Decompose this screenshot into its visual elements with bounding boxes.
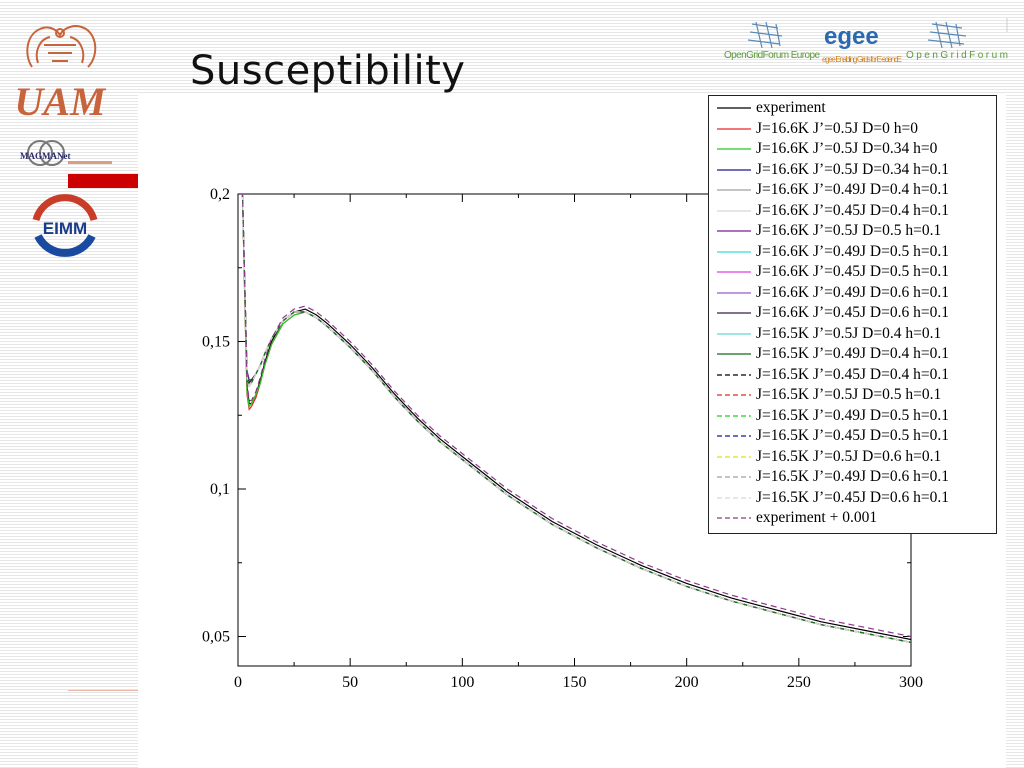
legend-item: J=16.5K J’=0.45J D=0.5 h=0.1 (709, 426, 996, 446)
legend-item: J=16.5K J’=0.5J D=0.4 h=0.1 (709, 324, 996, 344)
legend-swatch (717, 394, 751, 396)
legend-swatch (717, 496, 751, 499)
x-tick-label: 200 (675, 674, 699, 691)
ogf-europe-text: OpenGridForum Europe (724, 50, 820, 61)
legend-item: J=16.5K J’=0.5J D=0.6 h=0.1 (709, 447, 996, 467)
legend-label: J=16.6K J’=0.5J D=0.34 h=0 (756, 140, 938, 157)
legend-swatch (717, 107, 751, 109)
legend-item: J=16.6K J’=0.45J D=0.5 h=0.1 (709, 262, 996, 282)
legend-label: J=16.5K J’=0.5J D=0.4 h=0.1 (756, 324, 942, 342)
legend-label: experiment (756, 99, 826, 116)
ogf-text: OpenGridForum (906, 50, 1008, 61)
x-tick-label: 150 (563, 674, 587, 691)
legend-item: J=16.6K J’=0.49J D=0.4 h=0.1 (709, 180, 996, 200)
legend-label: J=16.6K J’=0.5J D=0.5 h=0.1 (756, 222, 942, 239)
egee-logo: egee egee Enabling Grids for E-sciencE (822, 23, 902, 64)
egee-tagline: egee Enabling Grids for E-sciencE (822, 55, 902, 64)
legend-item: J=16.6K J’=0.5J D=0 h=0 (709, 119, 996, 139)
legend-swatch (717, 312, 751, 314)
y-tick-label: 0,05 (202, 629, 230, 646)
legend-item: J=16.6K J’=0.5J D=0.34 h=0 (709, 139, 996, 159)
magmanet-logo-text: MAGMANet (20, 151, 70, 161)
x-tick-label: 50 (342, 674, 358, 691)
legend-swatch (717, 230, 751, 232)
accent-bar (68, 174, 138, 188)
legend-item: J=16.5K J’=0.49J D=0.6 h=0.1 (709, 467, 996, 487)
series-line-19 (241, 194, 911, 643)
legend-swatch (717, 291, 751, 294)
legend-label: J=16.6K J’=0.49J D=0.6 h=0.1 (756, 283, 949, 301)
x-tick-label: 100 (450, 674, 474, 691)
legend-item: J=16.6K J’=0.5J D=0.5 h=0.1 (709, 221, 996, 241)
y-tick-label: 0,2 (210, 186, 230, 203)
legend-label: J=16.6K J’=0.49J D=0.4 h=0.1 (756, 181, 949, 198)
legend-swatch (717, 373, 751, 376)
legend-item: J=16.5K J’=0.45J D=0.4 h=0.1 (709, 365, 996, 385)
legend-swatch (717, 353, 751, 355)
legend-swatch (717, 271, 751, 273)
legend-label: J=16.5K J’=0.49J D=0.5 h=0.1 (756, 406, 949, 424)
legend-swatch (717, 435, 751, 437)
legend-swatch (717, 517, 751, 519)
legend-label: experiment + 0.001 (756, 509, 878, 526)
legend-swatch (717, 414, 751, 417)
legend-label: J=16.5K J’=0.49J D=0.6 h=0.1 (756, 468, 949, 485)
legend-label: J=16.6K J’=0.5J D=0 h=0 (756, 119, 918, 137)
x-tick-label: 250 (787, 674, 811, 691)
legend-label: J=16.5K J’=0.5J D=0.6 h=0.1 (756, 447, 942, 465)
ogf-europe-logo: OpenGridForum Europe (724, 21, 820, 61)
legend-label: J=16.5K J’=0.49J D=0.4 h=0.1 (756, 345, 949, 362)
y-tick-label: 0,1 (210, 481, 230, 498)
partner-logos: OpenGridForum Europe egee egee Enabling … (724, 18, 1008, 64)
legend-item: J=16.6K J’=0.45J D=0.4 h=0.1 (709, 201, 996, 221)
legend-item: experiment + 0.001 (709, 508, 996, 528)
chart-legend: experiment J=16.6K J’=0.5J D=0 h=0 J=16.6K… (708, 95, 997, 534)
legend-swatch (717, 476, 751, 478)
legend-label: J=16.6K J’=0.49J D=0.5 h=0.1 (756, 242, 949, 260)
legend-item: J=16.6K J’=0.45J D=0.6 h=0.1 (709, 303, 996, 323)
legend-label: J=16.6K J’=0.45J D=0.6 h=0.1 (756, 304, 949, 321)
slide-title: Susceptibility (190, 48, 466, 94)
legend-item: J=16.5K J’=0.5J D=0.5 h=0.1 (709, 385, 996, 405)
legend-label: J=16.5K J’=0.45J D=0.5 h=0.1 (756, 427, 949, 444)
uam-emblem-icon (26, 25, 97, 68)
magmanet-rings-icon (27, 140, 65, 166)
eimm-logo: EIMM (32, 194, 98, 257)
y-tick-label: 0,15 (202, 334, 230, 351)
legend-label: J=16.6K J’=0.45J D=0.5 h=0.1 (756, 263, 949, 280)
legend-swatch (717, 455, 751, 458)
ogf-logo: OpenGridForum (906, 21, 1008, 61)
legend-label: J=16.5K J’=0.5J D=0.5 h=0.1 (756, 386, 942, 403)
legend-item: J=16.6K J’=0.5J D=0.34 h=0.1 (709, 160, 996, 180)
legend-item: J=16.5K J’=0.45J D=0.6 h=0.1 (709, 488, 996, 508)
grid-globe-icon (927, 21, 967, 49)
uam-logo-text: UAM (14, 79, 106, 120)
egee-text: egee (824, 23, 879, 50)
legend-swatch (717, 127, 751, 130)
legend-swatch (717, 189, 751, 191)
legend-item: J=16.6K J’=0.49J D=0.6 h=0.1 (709, 283, 996, 303)
x-tick-label: 300 (899, 674, 923, 691)
series-line-20 (241, 194, 911, 638)
legend-swatch (717, 168, 751, 171)
legend-label: J=16.5K J’=0.45J D=0.4 h=0.1 (756, 365, 949, 383)
magmanet-logo: MAGMANet (20, 140, 112, 166)
legend-item: experiment (709, 98, 996, 118)
uam-logo: UAM (14, 25, 106, 120)
eimm-logo-text: EIMM (43, 219, 87, 238)
legend-swatch (717, 148, 751, 150)
eimm-globe-icon (32, 194, 98, 257)
legend-label: J=16.6K J’=0.5J D=0.34 h=0.1 (756, 160, 949, 178)
legend-item: J=16.6K J’=0.49J D=0.5 h=0.1 (709, 242, 996, 262)
legend-swatch (717, 209, 751, 212)
legend-item: J=16.5K J’=0.49J D=0.5 h=0.1 (709, 406, 996, 426)
legend-item: J=16.5K J’=0.49J D=0.4 h=0.1 (709, 344, 996, 364)
legend-swatch (717, 250, 751, 253)
legend-swatch (717, 332, 751, 335)
divider (68, 690, 138, 691)
legend-label: J=16.6K J’=0.45J D=0.4 h=0.1 (756, 201, 949, 219)
legend-label: J=16.5K J’=0.45J D=0.6 h=0.1 (756, 488, 949, 506)
grid-globe-icon (747, 21, 783, 49)
x-tick-label: 0 (234, 674, 242, 691)
